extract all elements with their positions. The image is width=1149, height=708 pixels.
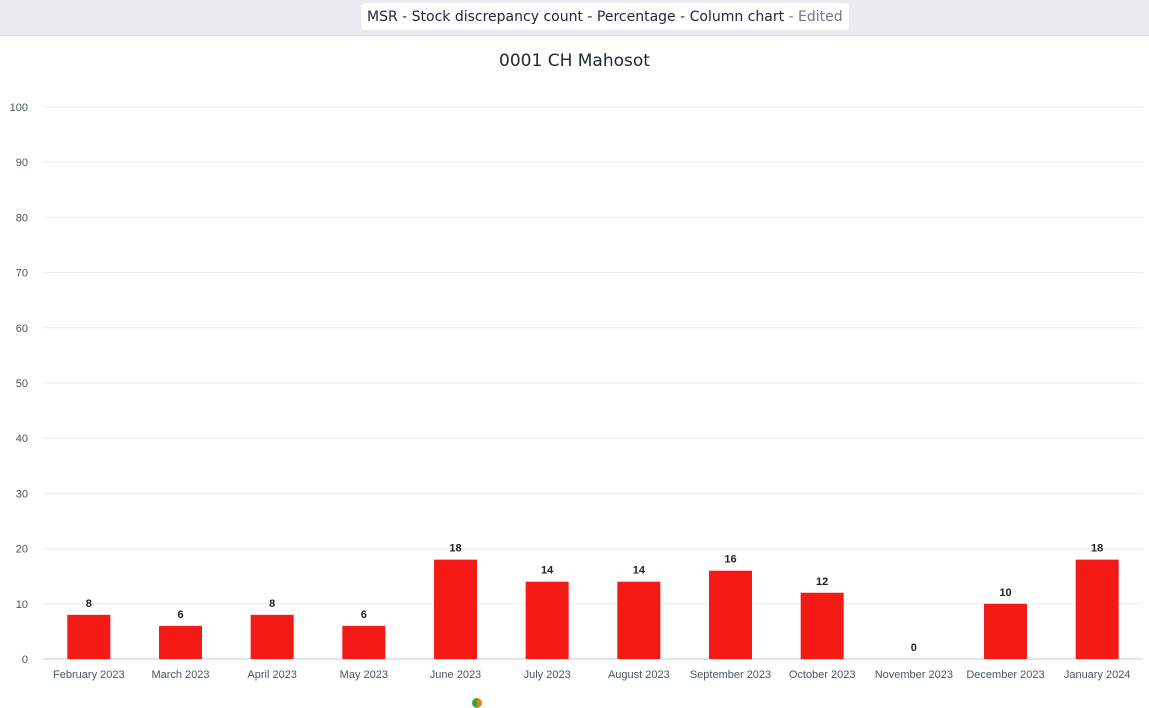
x-tick-label: December 2023 — [966, 669, 1044, 681]
bar — [800, 592, 844, 659]
y-tick-label: 30 — [16, 488, 28, 500]
bar — [984, 603, 1027, 659]
legend-icon — [472, 698, 482, 708]
x-tick-label: September 2023 — [690, 669, 771, 681]
y-tick-label: 80 — [16, 212, 28, 224]
chart-title: 0001 CH Mahosot — [499, 51, 650, 71]
y-tick-label: 60 — [16, 323, 28, 335]
data-label: 12 — [816, 576, 828, 588]
x-tick-label: March 2023 — [151, 669, 209, 681]
data-label: 14 — [541, 565, 554, 577]
bar — [1075, 559, 1119, 659]
x-tick-label: October 2023 — [789, 669, 856, 681]
data-label: 18 — [1091, 543, 1103, 555]
x-tick-label: April 2023 — [247, 669, 297, 681]
visualization-title[interactable]: MSR - Stock discrepancy count - Percenta… — [361, 3, 849, 30]
data-label: 8 — [269, 598, 275, 610]
bar — [342, 625, 386, 659]
y-tick-label: 20 — [16, 544, 28, 556]
y-tick-label: 10 — [16, 599, 28, 611]
y-tick-label: 70 — [16, 268, 28, 280]
data-label: 16 — [724, 554, 736, 566]
x-tick-label: January 2024 — [1064, 669, 1131, 681]
bar — [617, 581, 661, 659]
x-tick-label: August 2023 — [608, 669, 670, 681]
y-tick-label: 50 — [16, 378, 28, 390]
data-label: 10 — [999, 587, 1011, 599]
y-tick-label: 90 — [16, 157, 28, 169]
data-label: 6 — [361, 609, 367, 621]
bar — [159, 625, 202, 659]
data-label: 18 — [449, 543, 461, 555]
data-label: 6 — [177, 609, 183, 621]
x-tick-label: November 2023 — [875, 669, 953, 681]
y-tick-label: 40 — [16, 433, 28, 445]
x-tick-label: July 2023 — [524, 669, 571, 681]
data-label: 0 — [911, 642, 917, 654]
x-tick-label: May 2023 — [340, 669, 388, 681]
visualization-title-text: MSR - Stock discrepancy count - Percenta… — [367, 8, 785, 25]
data-label: 8 — [86, 598, 92, 610]
x-tick-label: June 2023 — [430, 669, 481, 681]
top-bar: MSR - Stock discrepancy count - Percenta… — [0, 0, 1149, 36]
edited-indicator: - Edited — [788, 8, 843, 25]
bar — [67, 614, 111, 659]
bar — [250, 614, 294, 659]
bar — [525, 581, 569, 659]
bar — [434, 559, 477, 659]
y-tick-label: 0 — [22, 654, 28, 666]
data-label: 14 — [633, 565, 646, 577]
x-tick-label: February 2023 — [53, 669, 125, 681]
y-tick-label: 100 — [10, 102, 28, 114]
bar — [709, 570, 752, 659]
